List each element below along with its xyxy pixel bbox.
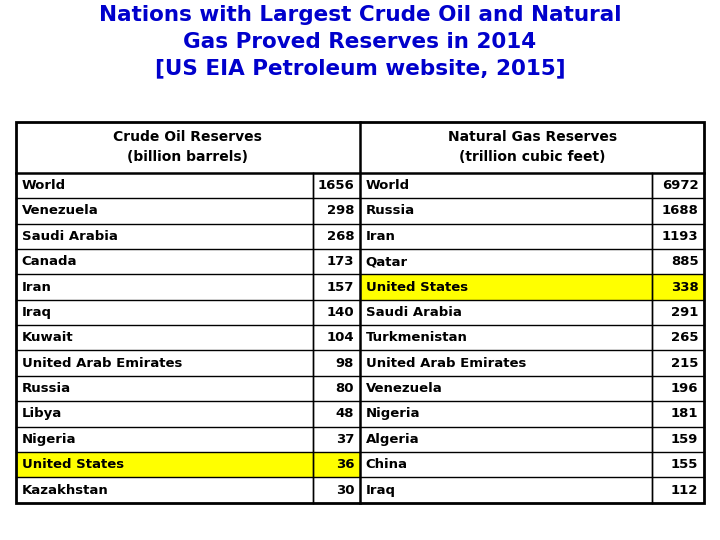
Text: Canada: Canada: [22, 255, 77, 268]
Text: Russia: Russia: [366, 204, 415, 218]
Text: 80: 80: [336, 382, 354, 395]
Text: 37: 37: [336, 433, 354, 446]
Text: 1193: 1193: [662, 230, 698, 243]
Text: 155: 155: [671, 458, 698, 471]
Text: Kazakhstan: Kazakhstan: [22, 483, 108, 497]
Text: 48: 48: [336, 407, 354, 421]
Text: World: World: [366, 179, 410, 192]
Text: 36: 36: [336, 458, 354, 471]
Text: Qatar: Qatar: [366, 255, 408, 268]
Text: Crude Oil Reserves
(billion barrels): Crude Oil Reserves (billion barrels): [114, 130, 262, 164]
Text: 268: 268: [327, 230, 354, 243]
Text: 159: 159: [671, 433, 698, 446]
Text: 112: 112: [671, 483, 698, 497]
Text: Algeria: Algeria: [366, 433, 419, 446]
Text: Libya: Libya: [22, 407, 62, 421]
Text: 338: 338: [670, 280, 698, 294]
Text: Kuwait: Kuwait: [22, 331, 73, 345]
Text: 30: 30: [336, 483, 354, 497]
Bar: [360, 274, 704, 300]
Text: United States: United States: [366, 280, 468, 294]
Text: 6972: 6972: [662, 179, 698, 192]
Bar: [16, 452, 360, 477]
Text: Natural Gas Reserves
(trillion cubic feet): Natural Gas Reserves (trillion cubic fee…: [448, 130, 616, 164]
Text: 215: 215: [671, 356, 698, 370]
Text: Saudi Arabia: Saudi Arabia: [366, 306, 462, 319]
Text: World: World: [22, 179, 66, 192]
Bar: [16, 122, 704, 503]
Text: Iraq: Iraq: [22, 306, 52, 319]
Text: 298: 298: [327, 204, 354, 218]
Text: 173: 173: [327, 255, 354, 268]
Text: Iran: Iran: [366, 230, 395, 243]
Text: United Arab Emirates: United Arab Emirates: [366, 356, 526, 370]
Text: Iraq: Iraq: [366, 483, 396, 497]
Text: 1656: 1656: [318, 179, 354, 192]
Text: China: China: [366, 458, 408, 471]
Text: Saudi Arabia: Saudi Arabia: [22, 230, 117, 243]
Text: United States: United States: [22, 458, 124, 471]
Text: Nations with Largest Crude Oil and Natural
Gas Proved Reserves in 2014
[US EIA P: Nations with Largest Crude Oil and Natur…: [99, 5, 621, 78]
Text: 196: 196: [671, 382, 698, 395]
Text: 885: 885: [671, 255, 698, 268]
Bar: [16, 122, 704, 503]
Text: Nigeria: Nigeria: [22, 433, 76, 446]
Text: 291: 291: [671, 306, 698, 319]
Text: 104: 104: [327, 331, 354, 345]
Text: Nigeria: Nigeria: [366, 407, 420, 421]
Text: 1688: 1688: [662, 204, 698, 218]
Text: 181: 181: [671, 407, 698, 421]
Text: Venezuela: Venezuela: [22, 204, 99, 218]
Text: 157: 157: [327, 280, 354, 294]
Text: Turkmenistan: Turkmenistan: [366, 331, 467, 345]
Text: 98: 98: [336, 356, 354, 370]
Text: United Arab Emirates: United Arab Emirates: [22, 356, 182, 370]
Text: 140: 140: [327, 306, 354, 319]
Text: Iran: Iran: [22, 280, 51, 294]
Text: 265: 265: [671, 331, 698, 345]
Text: Venezuela: Venezuela: [366, 382, 443, 395]
Text: Russia: Russia: [22, 382, 71, 395]
